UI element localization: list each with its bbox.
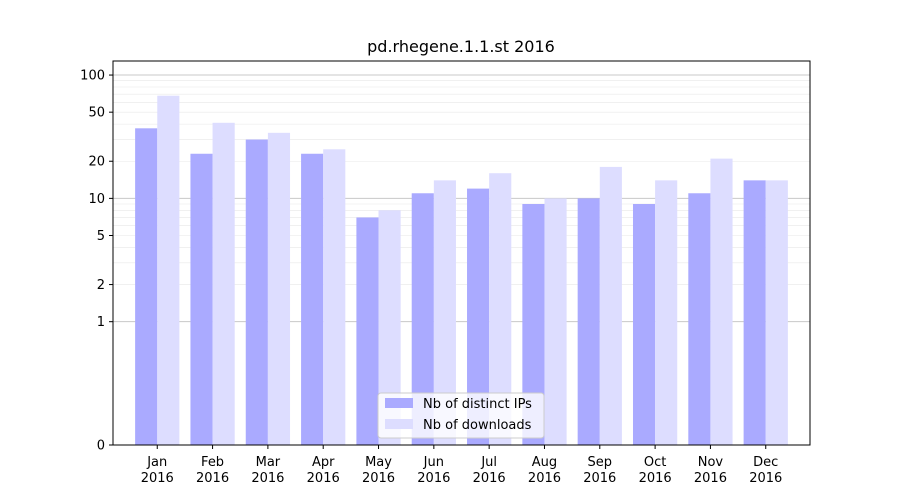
y-tick-label: 20 [88,155,105,170]
bar-downloads [599,166,622,445]
x-tick-label-month: Jun [423,455,444,470]
x-tick-label-year: 2016 [196,471,229,486]
x-tick-label-month: Aug [532,455,557,470]
bars [135,95,788,446]
x-tick-label-month: Dec [753,455,778,470]
x-tick-label-month: Jul [480,455,497,470]
x-tick-label-month: Nov [698,455,724,470]
legend-label-ips: Nb of distinct IPs [423,397,532,412]
x-tick-label-month: Oct [644,455,666,470]
x-tick-label-month: Apr [312,455,335,470]
bar-downloads [655,180,678,445]
bar-downloads [267,132,291,445]
x-tick-label-month: Feb [201,455,224,470]
x-tick-label-year: 2016 [639,471,672,486]
y-tick-label: 0 [97,439,105,454]
x-tick-label-month: May [365,455,392,470]
x-tick-label-year: 2016 [251,471,284,486]
bar-distinct-ips [743,180,766,445]
x-tick-label-year: 2016 [694,471,727,486]
bar-distinct-ips [688,193,711,445]
legend-swatch-downloads [385,419,413,429]
x-tick-label-year: 2016 [417,471,450,486]
x-tick-label-year: 2016 [528,471,561,486]
y-axis: 0 1 2 5 10 20 50 100 [80,69,113,454]
x-tick-label-month: Jan [146,455,167,470]
bar-downloads [157,95,180,446]
bar-distinct-ips [467,188,490,446]
x-tick-label-year: 2016 [362,471,395,486]
x-axis: Jan2016Feb2016Mar2016Apr2016May2016Jun20… [141,445,782,486]
bar-downloads [544,198,567,445]
x-tick-label-year: 2016 [307,471,340,486]
bar-distinct-ips [190,153,213,445]
y-tick-label: 10 [88,192,105,207]
bar-distinct-ips [577,198,600,445]
bar-distinct-ips [632,204,656,445]
bar-distinct-ips [301,153,324,445]
legend-swatch-ips [385,398,413,408]
legend: Nb of distinct IPs Nb of downloads [377,392,545,439]
bar-downloads [323,149,346,445]
legend-label-downloads: Nb of downloads [423,418,532,433]
bar-distinct-ips [411,193,434,445]
y-tick-label: 5 [97,229,105,244]
bar-downloads [433,180,456,445]
legend-box [377,392,545,439]
x-tick-label-year: 2016 [141,471,174,486]
chart-title: pd.rhegene.1.1.st 2016 [367,37,555,56]
y-tick-label: 100 [80,69,105,84]
x-tick-label-year: 2016 [473,471,506,486]
bar-downloads [489,173,512,446]
bar-distinct-ips [135,128,158,446]
x-tick-label-month: Mar [256,455,281,470]
y-tick-label: 1 [97,315,105,330]
x-tick-label-month: Sep [588,455,613,470]
bar-distinct-ips [522,204,545,445]
bar-distinct-ips [245,139,268,445]
bar-downloads [212,122,235,445]
plot-frame [112,60,811,446]
x-tick-label-year: 2016 [583,471,616,486]
y-tick-label: 50 [88,106,105,121]
bar-distinct-ips [356,217,379,445]
x-tick-label-year: 2016 [749,471,782,486]
bar-downloads [710,158,733,445]
y-tick-label: 2 [97,278,105,293]
bar-downloads [765,180,788,445]
bar-downloads [378,210,401,445]
